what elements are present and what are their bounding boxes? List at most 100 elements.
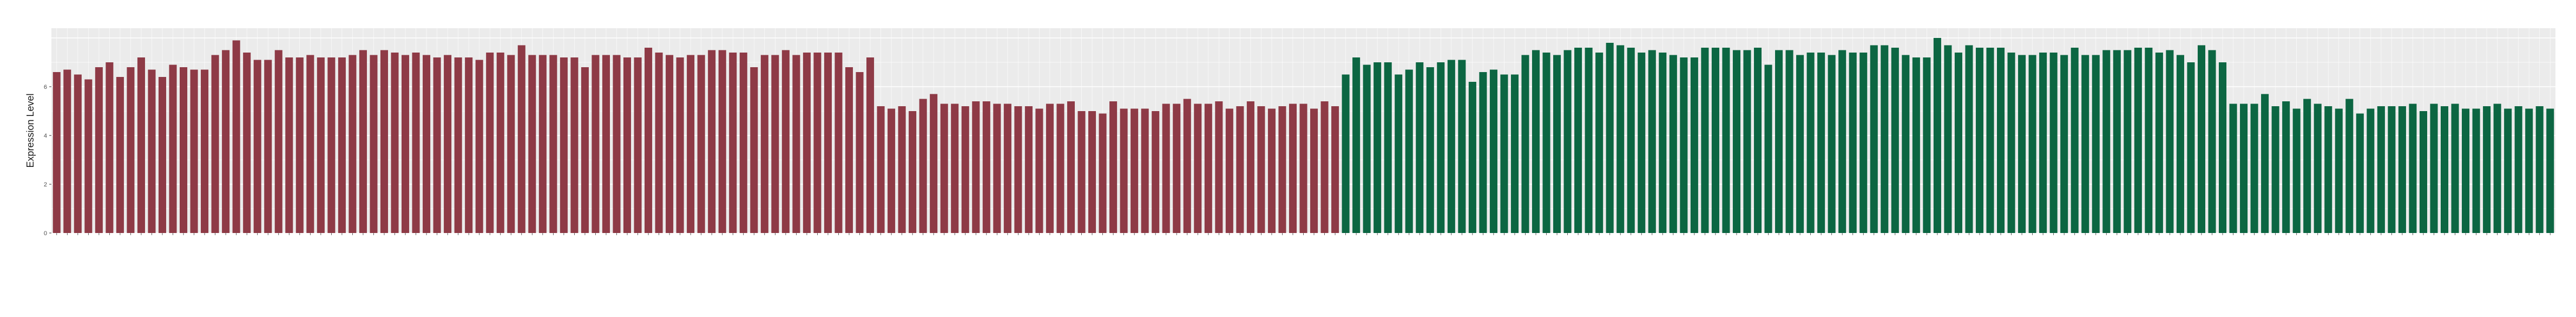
bar — [1152, 111, 1160, 233]
bar — [1627, 48, 1635, 233]
bar — [1162, 103, 1170, 233]
bar — [2451, 103, 2459, 233]
bar — [1331, 106, 1339, 233]
bar — [1574, 48, 1582, 233]
bar — [951, 103, 959, 233]
bar — [1173, 103, 1181, 233]
bar — [2081, 55, 2089, 233]
bar — [2504, 108, 2512, 233]
bar — [95, 67, 103, 233]
bar — [1479, 72, 1487, 233]
bar — [1542, 53, 1550, 233]
bar — [1965, 45, 1973, 233]
bar — [1310, 108, 1318, 233]
bar — [1975, 48, 1984, 233]
bar — [1236, 106, 1244, 233]
bar — [1374, 62, 1382, 233]
bar — [1468, 82, 1476, 233]
bar — [1109, 101, 1118, 233]
bar — [1363, 64, 1371, 233]
bar — [1828, 55, 1836, 233]
bar — [190, 69, 198, 233]
y-tick-label: 2 — [44, 182, 47, 188]
bar — [1838, 50, 1846, 233]
bar — [211, 55, 219, 233]
bar — [2240, 103, 2248, 233]
bar — [803, 53, 811, 233]
bar — [1384, 62, 1392, 233]
bar — [2462, 108, 2470, 233]
bar — [2440, 106, 2449, 233]
bar — [961, 106, 969, 233]
bar — [2134, 48, 2142, 233]
bar — [1933, 38, 1941, 233]
bar — [158, 77, 167, 233]
bar — [560, 57, 568, 233]
bar — [1849, 53, 1857, 233]
bar — [2028, 55, 2036, 233]
bar — [1954, 53, 1962, 233]
bar — [2102, 50, 2111, 233]
bar — [2525, 108, 2533, 233]
bar — [2546, 108, 2554, 233]
x-axis-ticks — [56, 233, 2551, 235]
bar — [2472, 108, 2480, 233]
bar — [602, 55, 610, 233]
bar — [2282, 101, 2290, 233]
bar — [2345, 99, 2354, 233]
bar — [1035, 108, 1043, 233]
bar — [507, 55, 515, 233]
bar — [475, 60, 483, 233]
bar — [1426, 67, 1434, 233]
bar — [666, 55, 674, 233]
bar — [1711, 48, 1719, 233]
bar — [1775, 50, 1783, 233]
bar — [2367, 108, 2375, 233]
bar — [1595, 53, 1604, 233]
bar — [63, 69, 71, 233]
bar — [1701, 48, 1709, 233]
bar — [243, 53, 251, 233]
bar — [697, 55, 705, 233]
bar — [1278, 106, 1286, 233]
bar — [888, 108, 896, 233]
bar — [1183, 99, 1191, 233]
bar — [1024, 106, 1033, 233]
bar — [592, 55, 600, 233]
bar — [1215, 101, 1223, 233]
bar — [898, 106, 906, 233]
bar — [1395, 74, 1403, 233]
bar — [1437, 62, 1445, 233]
bar — [1997, 48, 2005, 233]
bar — [2377, 106, 2385, 233]
bar — [1743, 50, 1751, 233]
bar — [845, 67, 853, 233]
y-axis-ticks: 0 2 4 6 — [44, 84, 51, 237]
bar — [1616, 45, 1625, 233]
bar — [285, 57, 293, 233]
bar — [486, 53, 494, 233]
bars — [52, 38, 2554, 233]
bar — [2187, 62, 2195, 233]
bar — [2197, 45, 2206, 233]
bar — [1120, 108, 1128, 233]
bar — [1405, 69, 1413, 233]
bar — [1352, 57, 1361, 233]
bar — [1320, 101, 1329, 233]
bar — [2250, 103, 2258, 233]
bar — [2303, 99, 2311, 233]
bar — [1532, 50, 1540, 233]
bar — [1553, 55, 1561, 233]
bar — [2430, 103, 2438, 233]
bar — [877, 106, 885, 233]
bar — [581, 67, 589, 233]
bar — [1342, 74, 1350, 233]
bar — [1225, 108, 1233, 233]
bar — [2060, 55, 2068, 233]
bar — [423, 55, 431, 233]
bar — [148, 69, 156, 233]
bar — [708, 50, 716, 233]
bar — [1099, 113, 1107, 233]
bar — [1204, 103, 1212, 233]
